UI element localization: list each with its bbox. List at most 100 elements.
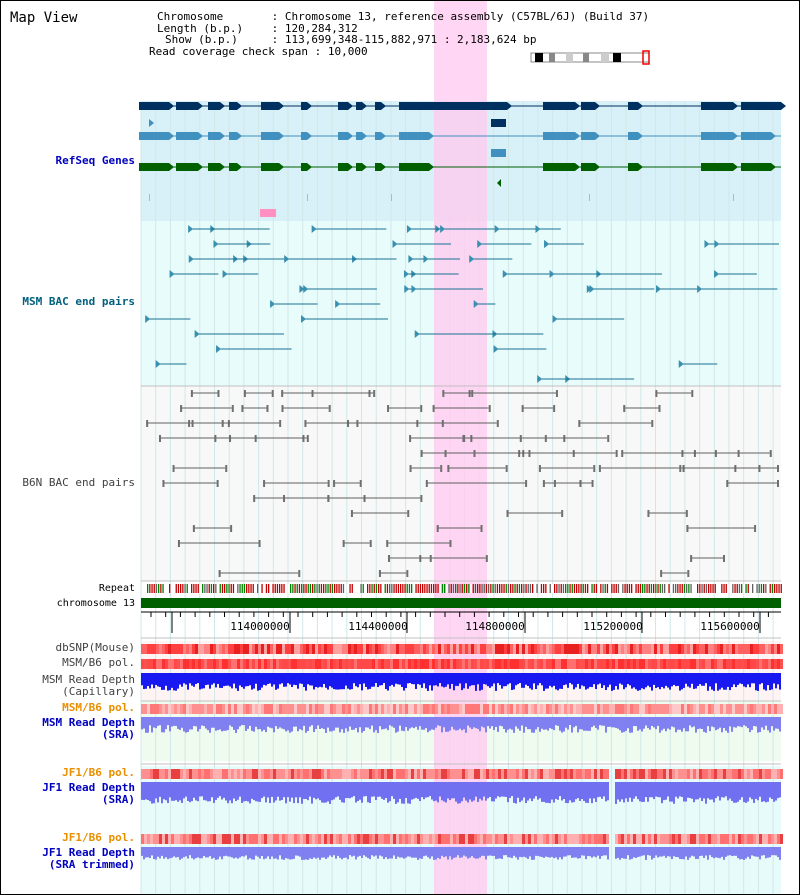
repeat-element	[593, 584, 595, 593]
read-depth-bar	[725, 847, 727, 857]
heat-cell	[393, 644, 396, 654]
ideogram-band	[613, 53, 621, 62]
read-depth-bar	[271, 673, 273, 687]
read-depth-bar	[305, 673, 307, 691]
repeat-element	[360, 584, 362, 593]
read-depth-bar	[143, 717, 145, 729]
heat-cell	[741, 834, 744, 844]
track-label-jf1-b6-pol-2[interactable]: JF1/B6 pol.	[62, 831, 135, 844]
gene-exon	[628, 163, 638, 171]
read-depth-bar	[465, 782, 467, 801]
heat-cell	[210, 769, 213, 779]
heat-cell	[663, 769, 666, 779]
read-depth-bar	[473, 673, 475, 686]
read-depth-bar	[181, 847, 183, 859]
track-label-refseq[interactable]: RefSeq Genes	[55, 154, 135, 167]
read-depth-bar	[607, 717, 609, 727]
heat-cell	[675, 769, 678, 779]
read-depth-bar	[371, 847, 373, 856]
track-label-msm-b6-pol-2[interactable]: MSM/B6 pol.	[62, 701, 135, 714]
heat-cell	[693, 644, 696, 654]
bac-end-marker	[722, 555, 725, 562]
repeat-element	[452, 584, 455, 593]
read-depth-bar	[525, 782, 527, 804]
heat-cell	[255, 704, 258, 714]
track-label-dbsnp[interactable]: dbSNP(Mouse)	[55, 641, 135, 654]
heat-cell	[771, 659, 774, 669]
track-label-msm-b6-pol-1[interactable]: MSM/B6 pol.	[62, 656, 135, 669]
read-depth-bar	[709, 673, 711, 687]
read-depth-bar	[643, 673, 645, 690]
read-depth-bar	[753, 717, 755, 727]
track-label-jf1-depth-sra[interactable]: JF1 Read Depth (SRA)	[42, 782, 135, 806]
repeat-element	[732, 584, 734, 593]
heat-cell	[357, 659, 360, 669]
read-depth-bar	[537, 847, 539, 856]
read-depth-bar	[767, 782, 769, 802]
repeat-element	[712, 584, 714, 593]
bac-end-marker	[535, 225, 541, 233]
heat-cell	[270, 644, 273, 654]
read-depth-bar	[515, 847, 517, 858]
read-depth-bar	[215, 782, 217, 800]
bac-end-marker	[216, 480, 219, 487]
read-depth-bar	[393, 782, 395, 799]
heat-cell	[255, 834, 258, 844]
heat-cell	[399, 834, 402, 844]
repeat-element	[613, 584, 615, 593]
track-label-chromosome[interactable]: chromosome 13	[56, 598, 135, 609]
heat-cell	[405, 644, 408, 654]
read-depth-bar	[455, 717, 457, 731]
track-label-msm-bac[interactable]: MSM BAC end pairs	[22, 295, 135, 308]
heat-cell	[171, 704, 174, 714]
repeat-element	[675, 584, 677, 593]
track-label-b6n-bac[interactable]: B6N BAC end pairs	[22, 476, 135, 489]
read-depth-bar	[483, 847, 485, 856]
track-label-repeat[interactable]: Repeat	[98, 583, 135, 594]
heat-cell	[276, 704, 279, 714]
heat-cell	[555, 659, 558, 669]
read-depth-bar	[579, 847, 581, 859]
heat-cell	[729, 769, 732, 779]
read-depth-bar	[167, 717, 169, 726]
read-depth-bar	[281, 782, 283, 801]
heat-cell	[150, 834, 153, 844]
heat-cell	[222, 644, 225, 654]
gene-exon	[543, 102, 575, 110]
track-label-msm-depth-cap[interactable]: MSM Read Depth (Capillary)	[42, 674, 135, 698]
heat-cell	[408, 769, 411, 779]
read-depth-bar	[601, 782, 603, 799]
read-depth-bar	[267, 782, 269, 798]
read-depth-bar	[455, 847, 457, 858]
heat-cell	[162, 704, 165, 714]
read-depth-bar	[171, 673, 173, 688]
heat-cell	[678, 704, 681, 714]
chromosome-label: Chromosome	[157, 10, 224, 23]
read-depth-bar	[667, 673, 669, 688]
read-depth-bar	[597, 673, 599, 685]
read-depth-bar	[261, 673, 263, 688]
heat-cell	[492, 644, 495, 654]
heat-cell	[327, 834, 330, 844]
read-depth-bar	[157, 717, 159, 726]
read-depth-bar	[459, 673, 461, 684]
track-label-jf1-b6-pol-1[interactable]: JF1/B6 pol.	[62, 766, 135, 779]
read-depth-bar	[225, 847, 227, 856]
track-label-msm-depth-sra[interactable]: MSM Read Depth (SRA)	[42, 717, 135, 741]
read-depth-bar	[283, 782, 285, 798]
heat-cell	[342, 644, 345, 654]
heat-cell	[711, 644, 714, 654]
read-depth-bar	[433, 782, 435, 802]
heat-cell	[243, 659, 246, 669]
repeat-element	[499, 584, 501, 593]
bac-end-marker	[420, 405, 423, 412]
read-depth-bar	[765, 847, 767, 859]
track-label-jf1-depth-trim[interactable]: JF1 Read Depth (SRA trimmed)	[42, 847, 135, 871]
heat-cell	[366, 834, 369, 844]
read-depth-bar	[289, 782, 291, 802]
gene-exon	[375, 163, 381, 171]
read-depth-bar	[739, 673, 741, 684]
read-depth-bar	[307, 717, 309, 731]
read-depth-bar	[283, 847, 285, 860]
